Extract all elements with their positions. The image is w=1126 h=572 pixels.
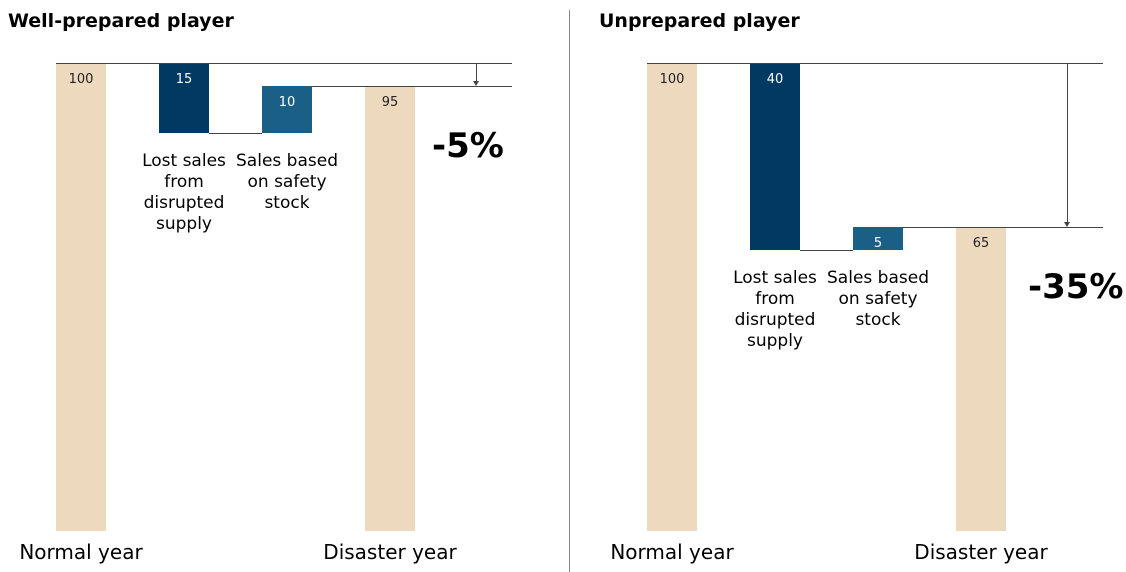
panel-title: Well-prepared player	[8, 10, 234, 32]
value-label: 10	[278, 95, 296, 111]
category-label: Normal year	[610, 540, 734, 564]
arrow-head	[1064, 221, 1070, 227]
category-label: Disaster year	[914, 540, 1048, 564]
value-label: 100	[68, 72, 94, 87]
value-label: 15	[175, 72, 193, 87]
category-label: Disaster year	[323, 540, 457, 564]
bar	[853, 226, 903, 251]
arrow-shaft	[476, 63, 477, 83]
connector	[209, 133, 262, 135]
divider	[569, 10, 570, 572]
bar	[159, 63, 209, 134]
category-label: Normal year	[19, 540, 143, 564]
bar	[262, 86, 312, 134]
connector	[800, 250, 853, 252]
bar	[647, 63, 697, 531]
arrow-shaft	[1067, 63, 1068, 223]
bar	[956, 226, 1006, 531]
annotation: -5%	[432, 126, 504, 167]
panel-title: Unprepared player	[599, 10, 800, 32]
value-label: 65	[972, 235, 990, 251]
bar	[56, 63, 106, 531]
bar	[750, 63, 800, 251]
bar	[365, 86, 415, 531]
value-label: 40	[766, 72, 784, 87]
connector	[106, 63, 159, 64]
value-label: 5	[873, 235, 883, 251]
reference-line	[56, 63, 512, 64]
category-label: Sales based on safety stock	[827, 268, 929, 331]
connector	[697, 63, 750, 64]
value-label: 95	[381, 95, 399, 111]
category-label: Lost sales from disrupted supply	[142, 151, 226, 235]
category-label: Lost sales from disrupted supply	[733, 268, 817, 352]
connector	[903, 226, 1103, 228]
annotation: -35%	[1028, 266, 1124, 307]
reference-line	[647, 63, 1103, 64]
arrow-head	[473, 81, 479, 87]
value-label: 100	[659, 72, 685, 87]
category-label: Sales based on safety stock	[236, 151, 338, 214]
connector	[312, 86, 512, 88]
